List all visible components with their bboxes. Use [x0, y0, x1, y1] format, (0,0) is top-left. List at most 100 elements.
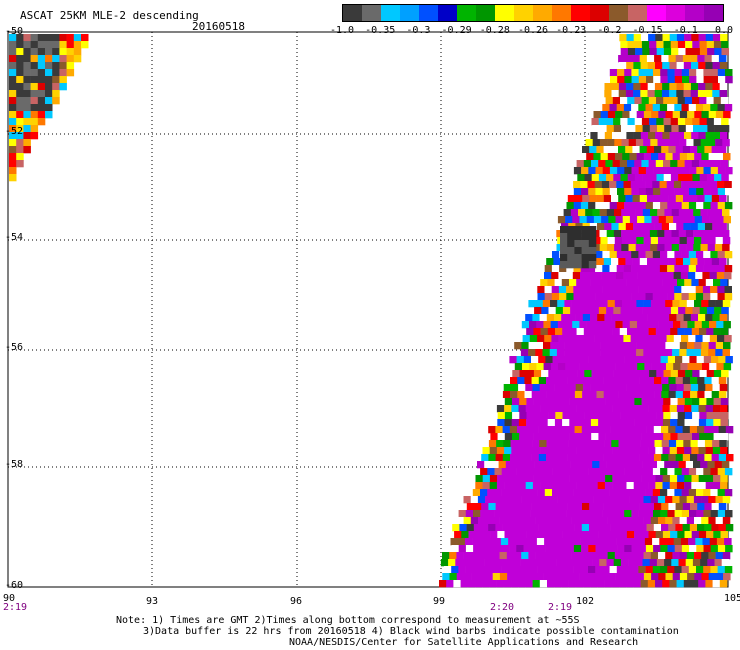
swath-cell — [546, 440, 554, 448]
swath-cell — [490, 433, 498, 441]
lat-label-52: -52 — [5, 126, 24, 137]
swath-cell — [652, 335, 660, 343]
swath-cell — [642, 125, 651, 133]
swath-cell — [641, 97, 650, 105]
swath-cell — [528, 349, 536, 357]
swath-cell — [708, 349, 716, 357]
swath-cell — [59, 41, 67, 49]
swath-cell — [466, 524, 475, 532]
swath-cell — [692, 41, 700, 49]
swath-cell — [618, 223, 627, 231]
color-scale-swatch — [495, 5, 514, 21]
swath-cell — [708, 111, 717, 119]
swath-cell — [587, 335, 595, 343]
swath-cell — [610, 377, 619, 385]
swath-cell — [621, 139, 629, 147]
swath-cell — [533, 475, 541, 483]
swath-cell — [568, 405, 577, 413]
swath-cell — [565, 216, 573, 224]
swath-cell — [553, 377, 561, 385]
swath-cell — [587, 272, 595, 280]
swath-cell — [652, 286, 660, 294]
swath-cell — [648, 160, 657, 168]
swath-cell — [612, 160, 621, 168]
swath-cell — [700, 209, 708, 217]
swath-cell — [640, 34, 649, 42]
swath-cell — [583, 328, 592, 336]
swath-cell — [588, 261, 597, 269]
swath-cell — [489, 475, 498, 483]
swath-cell — [674, 293, 682, 301]
swath-cell — [559, 489, 567, 497]
swath-cell — [654, 391, 662, 399]
swath-cell — [516, 566, 524, 574]
swath-cell — [45, 55, 53, 63]
swath-cell — [612, 482, 620, 490]
swath-cell — [560, 226, 568, 234]
swath-cell — [687, 111, 695, 119]
swath-cell — [603, 391, 612, 399]
swath-cell — [539, 580, 548, 588]
swath-cell — [681, 335, 689, 343]
swath-cell — [672, 496, 680, 504]
swath-cell — [662, 419, 671, 427]
color-scale-swatch — [400, 5, 419, 21]
swath-cell — [545, 356, 553, 364]
swath-cell — [588, 545, 596, 553]
swath-cell — [472, 489, 481, 497]
swath-cell — [683, 195, 691, 203]
swath-cell — [496, 580, 505, 588]
swath-cell — [525, 482, 534, 490]
swath-cell — [533, 370, 542, 378]
swath-cell — [649, 307, 657, 315]
swath-cell — [473, 524, 482, 532]
swath-cell — [575, 580, 584, 588]
swath-cell — [618, 90, 627, 98]
swath-cell — [23, 132, 31, 140]
swath-cell — [681, 286, 689, 294]
swath-cell — [683, 384, 692, 392]
swath-cell — [647, 62, 656, 70]
swath-cell — [52, 34, 60, 42]
swath-cell — [668, 440, 677, 448]
swath-cell — [546, 391, 554, 399]
swath-cell — [667, 468, 675, 476]
swath-cell — [560, 391, 568, 399]
swath-cell — [689, 76, 697, 84]
swath-cell — [533, 412, 542, 420]
swath-cell — [497, 419, 505, 427]
swath-cell — [645, 293, 653, 301]
swath-cell — [606, 209, 615, 217]
swath-cell — [662, 580, 670, 588]
swath-cell — [722, 496, 731, 504]
swath-cell — [611, 90, 619, 98]
swath-cell — [620, 174, 628, 182]
swath-cell — [688, 272, 696, 280]
swath-cell — [618, 391, 626, 399]
swath-cell — [37, 34, 46, 42]
swath-cell — [645, 510, 654, 518]
swath-cell — [603, 454, 612, 462]
swath-cell — [597, 405, 606, 413]
swath-cell — [689, 524, 698, 532]
swath-cell — [569, 328, 577, 336]
color-scale-swatch — [609, 5, 628, 21]
swath-cell — [559, 293, 567, 301]
swath-cell — [628, 125, 636, 133]
swath-cell — [461, 531, 469, 539]
swath-cell — [711, 391, 720, 399]
swath-cell — [721, 118, 729, 126]
swath-cell — [495, 426, 503, 434]
swath-cell — [645, 188, 654, 196]
swath-cell — [504, 398, 513, 406]
swath-cell — [702, 181, 711, 189]
swath-cell — [714, 307, 722, 315]
swath-cell — [619, 328, 628, 336]
swath-cell — [696, 76, 704, 84]
swath-cell — [563, 461, 571, 469]
swath-cell — [655, 160, 664, 168]
swath-cell — [520, 559, 528, 567]
swath-cell — [683, 62, 692, 70]
swath-cell — [573, 286, 581, 294]
swath-cell — [634, 160, 642, 168]
